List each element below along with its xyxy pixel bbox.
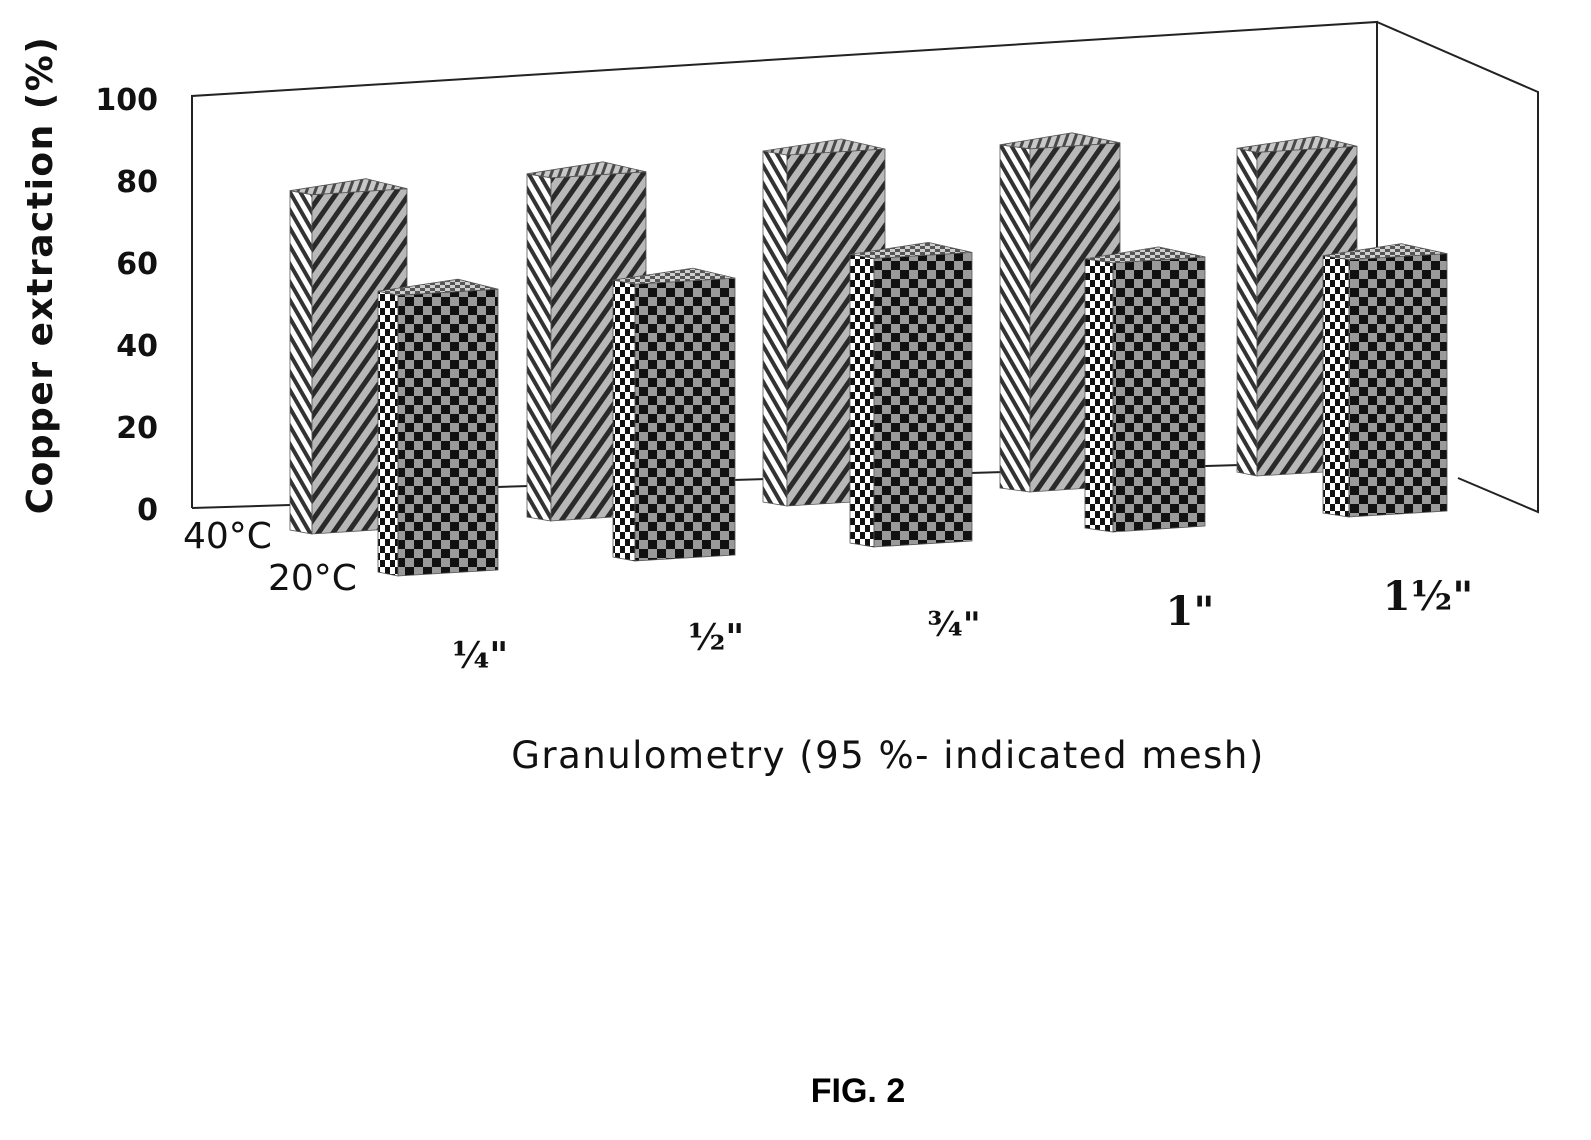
bar-20c-front (634, 277, 736, 562)
bar-20c-top (612, 267, 736, 285)
bar-20c (1322, 243, 1448, 518)
bar-40c-top (526, 161, 647, 179)
y-tick-label: 20 (116, 411, 158, 446)
category-label: ½" (688, 617, 744, 659)
y-tick-label: 60 (116, 247, 158, 282)
bar-20c (849, 241, 973, 548)
bar-40c-top (1236, 135, 1358, 153)
series-label-20c: 20°C (268, 558, 357, 599)
bar-20c (1084, 246, 1206, 533)
y-axis-ticks: 0 20 40 60 80 100 (95, 83, 158, 528)
floor-back-edge (191, 504, 291, 509)
bar-20c-top (1084, 246, 1206, 264)
bar-20c-top (849, 241, 973, 259)
category-labels: ¼" ½" ¾" 1" 1½" (452, 573, 1473, 677)
bar-20c-side (377, 290, 399, 577)
bar-40c-top (289, 178, 408, 196)
x-axis-title: Granulometry (95 %- indicated mesh) (511, 734, 1265, 777)
category-label: 1½" (1383, 573, 1473, 620)
bar-20c-top (377, 278, 499, 296)
bar-20c-front (1112, 256, 1206, 533)
y-tick-label: 0 (137, 493, 158, 528)
category-label: 1" (1166, 588, 1215, 635)
series-label-40c: 40°C (183, 516, 272, 557)
bar-20c-side (849, 253, 875, 548)
right-wall-outline (1376, 21, 1539, 514)
bar-20c (612, 267, 736, 562)
y-tick-label: 80 (116, 165, 158, 200)
y-tick-label: 40 (116, 329, 158, 364)
y-axis-title: Copper extraction (%) (20, 36, 61, 515)
bar-40c-side (526, 173, 552, 522)
bar-20c-front (873, 251, 973, 548)
category-label: ¼" (452, 635, 508, 677)
bar-20c-side (612, 279, 636, 562)
y-tick-label: 100 (95, 83, 158, 118)
bar-20c-side (1084, 258, 1114, 533)
bar-20c-top (1322, 243, 1448, 261)
bar-40c-top (762, 138, 886, 156)
bar-40c-top (999, 132, 1121, 150)
bar-20c-front (1348, 253, 1448, 518)
figure-caption: FIG. 2 (811, 1072, 905, 1110)
bar-40c-side (289, 190, 313, 535)
bar-20c-front (397, 288, 499, 577)
category-label: ¾" (927, 605, 980, 645)
back-wall-outline (191, 20, 1378, 508)
bar-20c-side (1322, 255, 1350, 518)
bars-group (289, 132, 1448, 577)
bar-40c-side (1236, 147, 1258, 477)
bar-40c-side (999, 144, 1031, 493)
bar-40c-side (762, 150, 788, 507)
bar-20c (377, 278, 499, 577)
